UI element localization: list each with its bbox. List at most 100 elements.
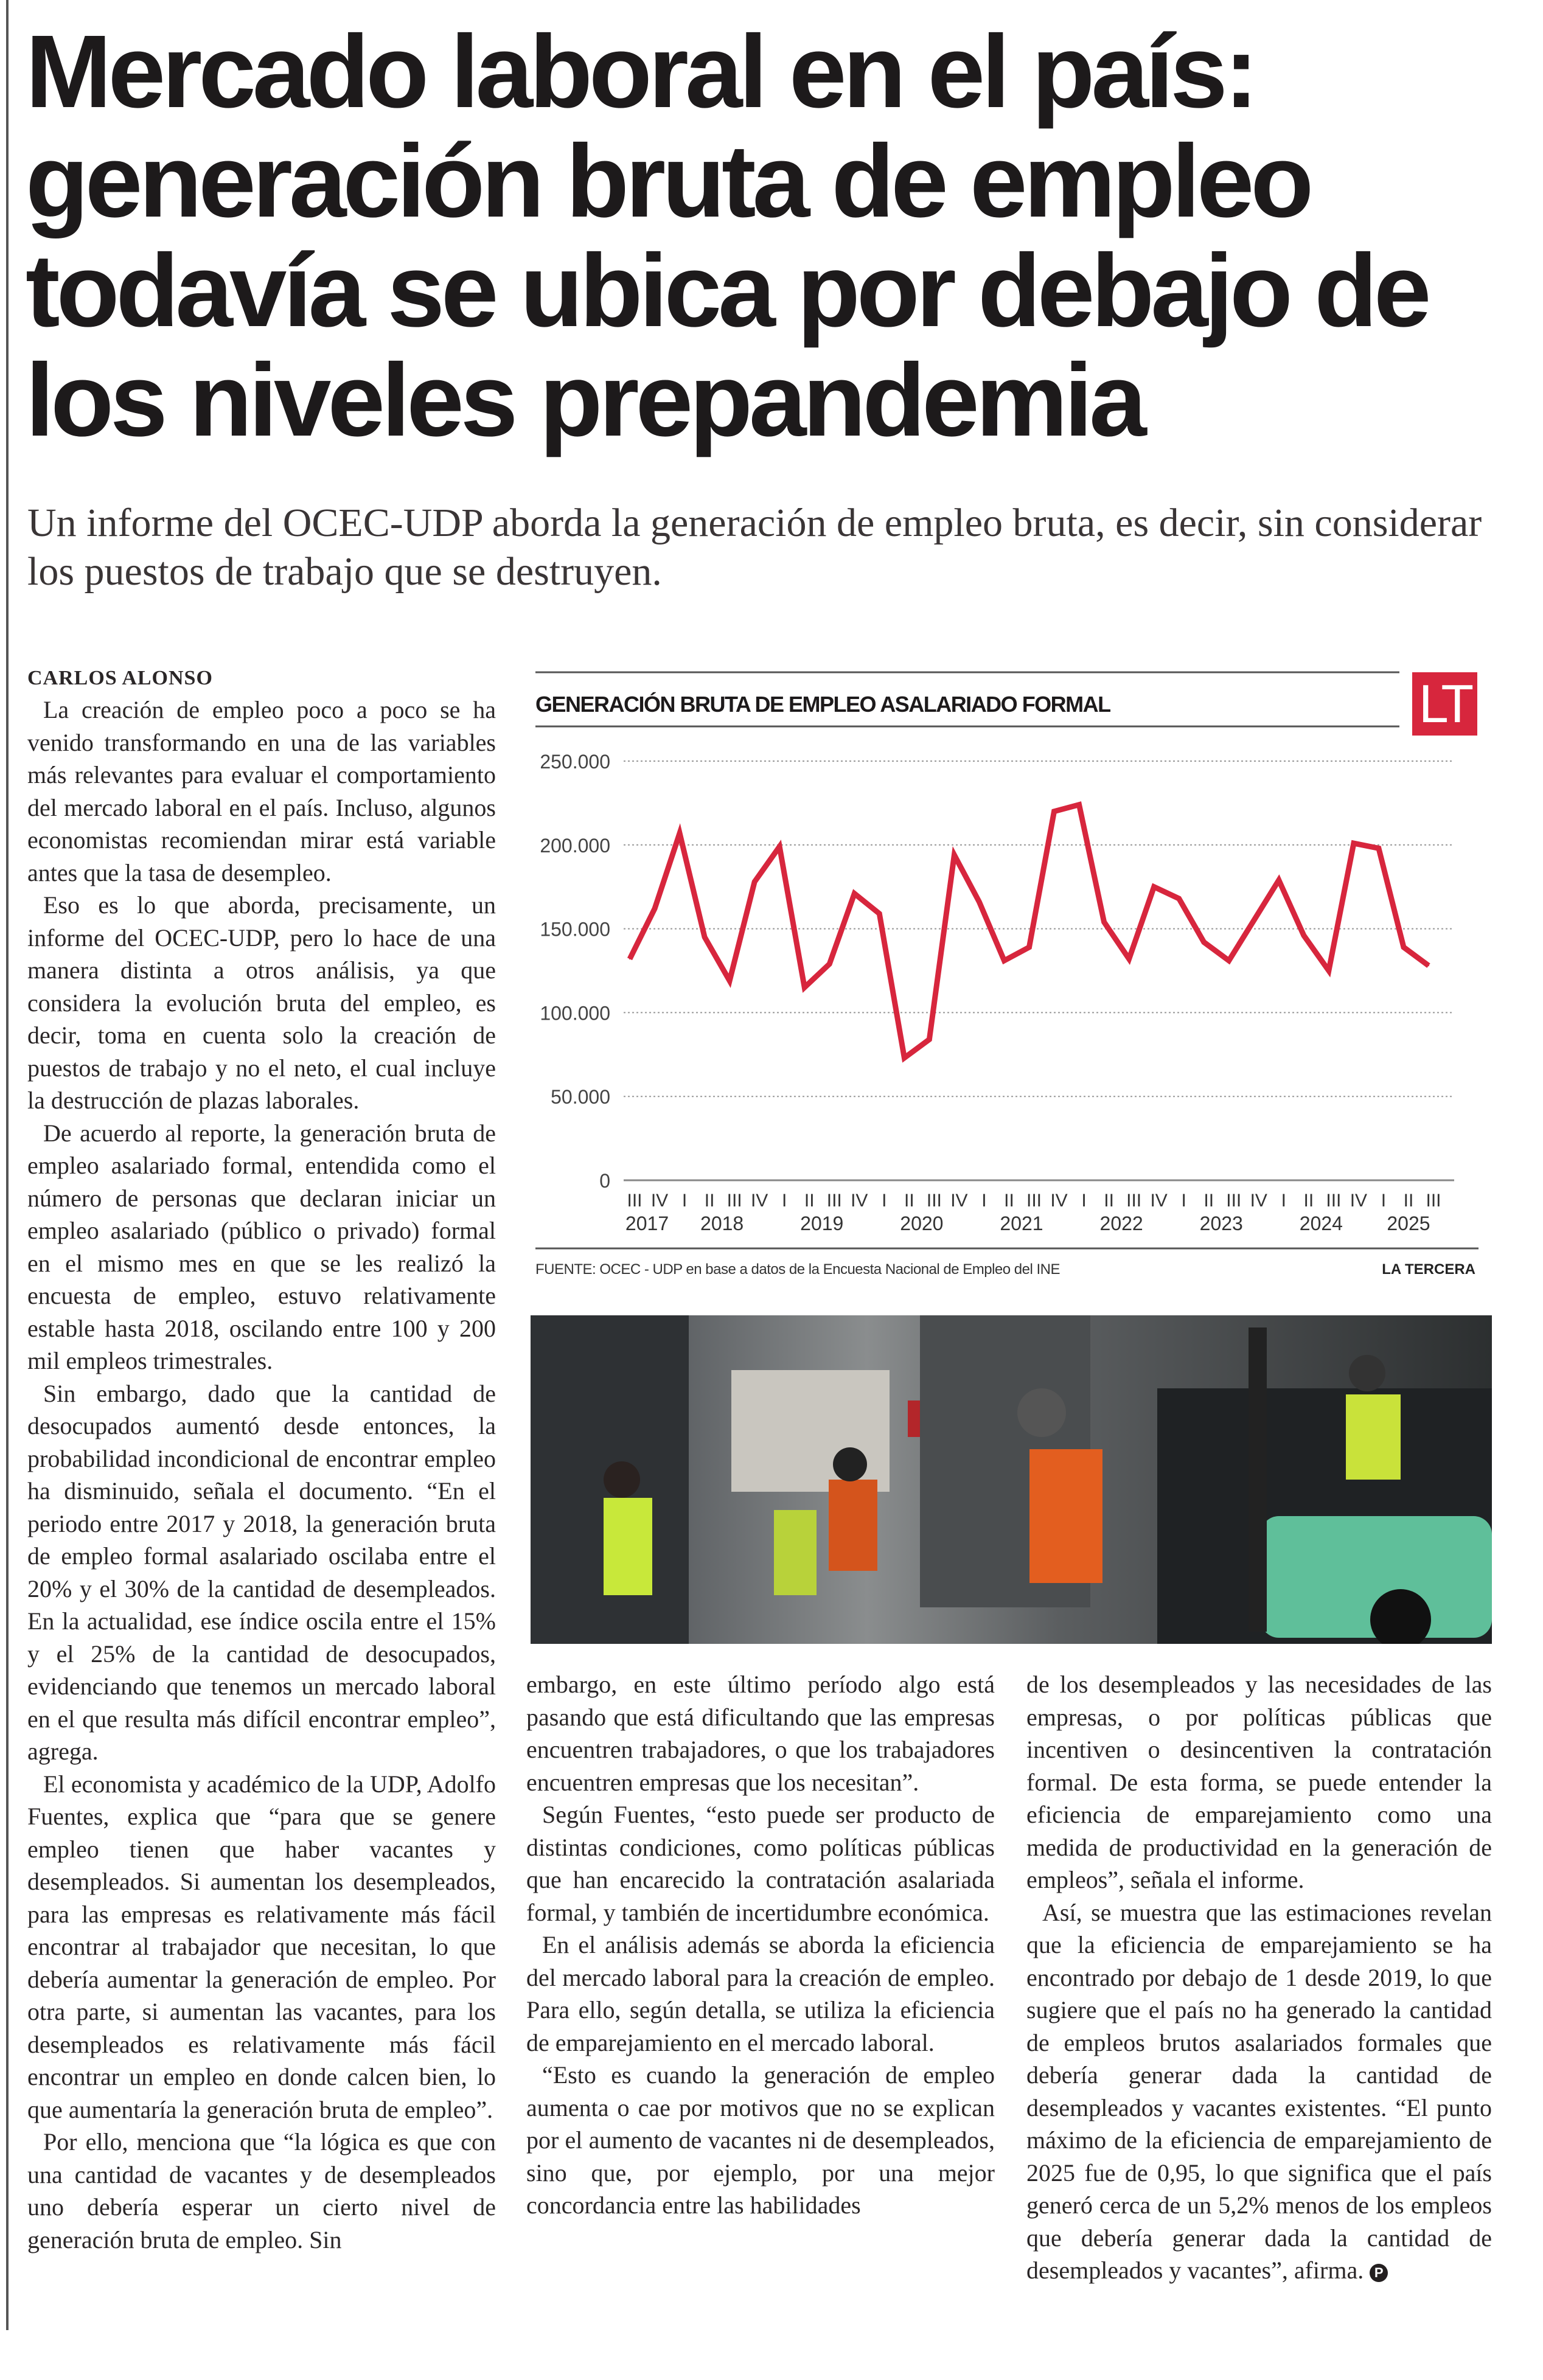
article-paragraph: embargo, en este último período algo est… bbox=[526, 1668, 995, 1798]
x-tick-label: I bbox=[1182, 1191, 1186, 1211]
article-paragraph: de los desempleados y las necesidades de… bbox=[1026, 1668, 1492, 1896]
data-point bbox=[1178, 897, 1180, 899]
x-tick-label: IV bbox=[751, 1191, 768, 1211]
data-point bbox=[1253, 919, 1255, 921]
x-tick-label: I bbox=[782, 1191, 787, 1211]
paragraph-text: En el análisis además se aborda la efici… bbox=[526, 1931, 995, 2056]
x-tick-label: II bbox=[804, 1191, 815, 1211]
logo-lt bbox=[1412, 672, 1477, 736]
data-point bbox=[654, 908, 656, 910]
series-line bbox=[627, 801, 1430, 1063]
y-tick-label: 100.000 bbox=[540, 1002, 610, 1024]
article-paragraph: El economista y académico de la UDP, Ado… bbox=[27, 1768, 496, 2126]
paragraph-text: El economista y académico de la UDP, Ado… bbox=[27, 1770, 496, 2123]
x-tick-label: I bbox=[1381, 1191, 1386, 1211]
data-point bbox=[1428, 965, 1429, 967]
y-tick-label: 150.000 bbox=[540, 919, 610, 941]
data-point bbox=[928, 1039, 930, 1040]
paragraph-text: Por ello, menciona que “la lógica es que… bbox=[27, 2128, 496, 2253]
data-point bbox=[779, 846, 781, 847]
paragraph-text: De acuerdo al reporte, la generación bru… bbox=[27, 1119, 496, 1375]
paragraph-text: Eso es lo que aborda, precisamente, un i… bbox=[27, 891, 496, 1114]
subtitle: Un informe del OCEC-UDP aborda la genera… bbox=[27, 501, 1482, 594]
x-tick-label: II bbox=[705, 1191, 715, 1211]
article-column-2: embargo, en este último período algo est… bbox=[526, 1668, 995, 2222]
x-year-label: 2025 bbox=[1387, 1213, 1430, 1234]
x-year-label: 2024 bbox=[1300, 1213, 1343, 1234]
data-point bbox=[679, 832, 681, 834]
chart-title: GENERACIÓN BRUTA DE EMPLEO ASALARIADO FO… bbox=[535, 691, 1110, 717]
y-tick-label: 50.000 bbox=[551, 1086, 610, 1108]
data-point bbox=[1203, 941, 1205, 943]
x-tick-label: II bbox=[1104, 1191, 1114, 1211]
article-paragraph: “Esto es cuando la generación de empleo … bbox=[526, 2059, 995, 2222]
data-point bbox=[729, 980, 731, 982]
y-tick-label: 250.000 bbox=[540, 751, 610, 773]
data-point bbox=[1353, 843, 1354, 844]
chart-credit: LA TERCERA bbox=[1382, 1261, 1475, 1278]
x-tick-label: IV bbox=[1350, 1191, 1367, 1211]
x-year-label: 2019 bbox=[800, 1213, 843, 1234]
data-point bbox=[1153, 886, 1155, 888]
x-tick-label: IV bbox=[1250, 1191, 1267, 1211]
data-point bbox=[1378, 847, 1379, 849]
x-tick-label: III bbox=[827, 1191, 842, 1211]
left-rule bbox=[6, 0, 9, 2330]
x-tick-label: III bbox=[727, 1191, 742, 1211]
x-tick-label: II bbox=[1304, 1191, 1314, 1211]
paragraph-text: de los desempleados y las necesidades de… bbox=[1026, 1671, 1492, 1893]
article-paragraph: La creación de empleo poco a poco se ha … bbox=[27, 694, 496, 889]
x-tick-label: IV bbox=[950, 1191, 967, 1211]
data-point bbox=[1078, 804, 1080, 806]
data-point bbox=[704, 936, 706, 938]
data-point bbox=[1053, 810, 1055, 812]
x-tick-label: IV bbox=[651, 1191, 668, 1211]
x-tick-label: IV bbox=[851, 1191, 868, 1211]
data-point bbox=[1028, 946, 1030, 948]
data-point bbox=[978, 901, 980, 903]
logo-lt-text: LT bbox=[1419, 673, 1472, 734]
paragraph-text: “Esto es cuando la generación de empleo … bbox=[526, 2061, 995, 2219]
data-point bbox=[1278, 879, 1280, 881]
data-point bbox=[804, 987, 806, 989]
paragraph-text: Según Fuentes, “esto puede ser producto … bbox=[526, 1801, 995, 1926]
paragraph-text: Sin embargo, dado que la cantidad de des… bbox=[27, 1379, 496, 1766]
data-point bbox=[829, 963, 831, 965]
x-year-label: 2020 bbox=[900, 1213, 943, 1234]
headline-line: los niveles prepandemia bbox=[26, 343, 1147, 458]
x-tick-label: III bbox=[1326, 1191, 1341, 1211]
data-point bbox=[1228, 959, 1230, 961]
article-paragraph: Sin embargo, dado que la cantidad de des… bbox=[27, 1377, 496, 1768]
article-paragraph: Eso es lo que aborda, precisamente, un i… bbox=[27, 889, 496, 1117]
paragraph-text: Así, se muestra que las estimaciones rev… bbox=[1026, 1898, 1492, 2284]
article-column-1: CARLOS ALONSO La creación de empleo poco… bbox=[27, 663, 496, 2256]
data-point bbox=[1303, 934, 1304, 936]
data-point bbox=[629, 958, 630, 960]
x-year-label: 2023 bbox=[1200, 1213, 1243, 1234]
x-year-label: 2017 bbox=[625, 1213, 669, 1234]
headline-line: generación bruta de empleo bbox=[26, 124, 1314, 239]
x-tick-label: II bbox=[1203, 1191, 1214, 1211]
x-year-label: 2018 bbox=[700, 1213, 744, 1234]
x-tick-label: III bbox=[1126, 1191, 1141, 1211]
paragraph-text: La creación de empleo poco a poco se ha … bbox=[27, 696, 496, 886]
article-paragraph: Así, se muestra que las estimaciones rev… bbox=[1026, 1896, 1492, 2287]
x-tick-label: III bbox=[627, 1191, 642, 1211]
x-tick-label: I bbox=[682, 1191, 687, 1211]
article-paragraph: De acuerdo al reporte, la generación bru… bbox=[27, 1117, 496, 1377]
headline-line: todavía se ubica por debajo de bbox=[26, 233, 1432, 349]
end-mark-icon: P bbox=[1370, 2263, 1388, 2282]
data-point bbox=[879, 913, 880, 914]
x-tick-label: I bbox=[1281, 1191, 1286, 1211]
data-point bbox=[1328, 970, 1329, 972]
data-point bbox=[904, 1057, 905, 1059]
data-point bbox=[1003, 959, 1005, 961]
data-point bbox=[1128, 958, 1130, 960]
x-tick-label: II bbox=[1404, 1191, 1414, 1211]
data-point bbox=[854, 892, 855, 894]
x-tick-label: I bbox=[882, 1191, 886, 1211]
x-year-label: 2022 bbox=[1100, 1213, 1143, 1234]
headline-line: Mercado laboral en el país: bbox=[26, 14, 1258, 130]
data-point bbox=[953, 854, 955, 856]
data-point bbox=[1103, 921, 1105, 923]
